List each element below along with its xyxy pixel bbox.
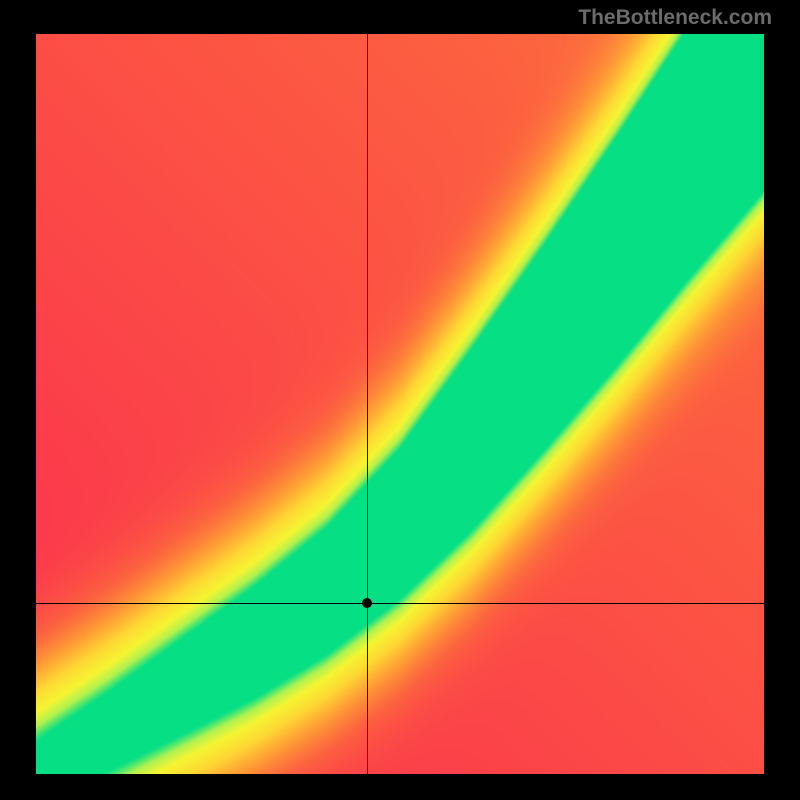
watermark-text: TheBottleneck.com	[578, 6, 772, 30]
heatmap-plot-area	[36, 34, 764, 774]
crosshair-vertical	[367, 34, 368, 774]
heatmap-canvas	[36, 34, 764, 774]
crosshair-horizontal	[36, 603, 764, 604]
marker-dot	[362, 598, 372, 608]
